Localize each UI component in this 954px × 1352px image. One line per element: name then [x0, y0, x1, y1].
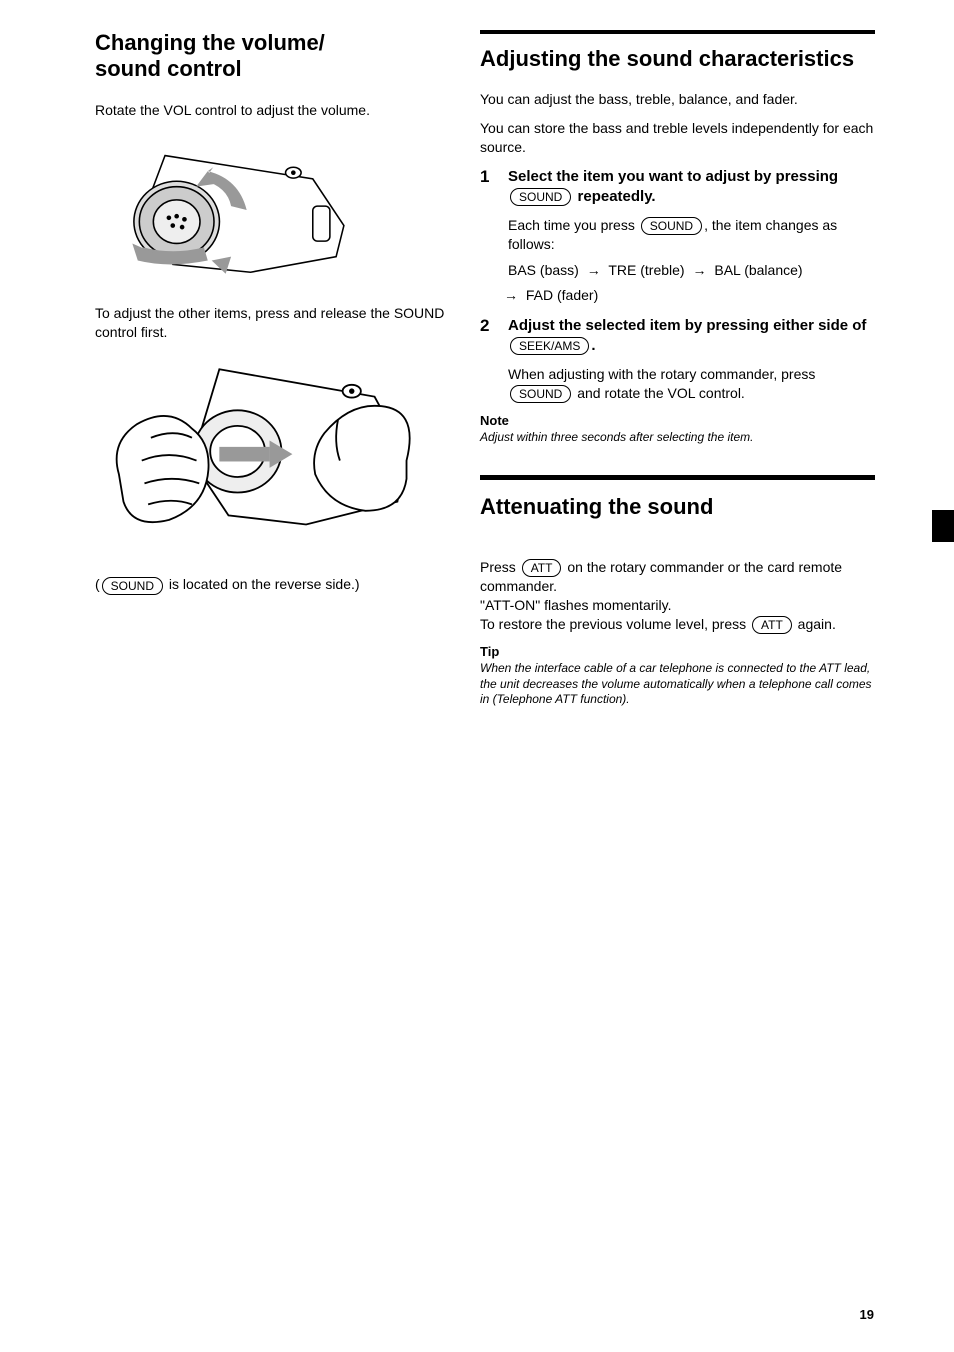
- tip-text: When the interface cable of a car teleph…: [480, 661, 875, 708]
- step-2: 2 Adjust the selected item by pressing e…: [480, 316, 875, 357]
- left-sound-intro: To adjust the other items, press and rel…: [95, 305, 444, 340]
- sound-button-step2: SOUND: [510, 385, 571, 403]
- att-body-c: again.: [794, 616, 836, 632]
- att-body-a: Press: [480, 559, 520, 575]
- left-column: Changing the volume/ sound control Rotat…: [95, 30, 460, 595]
- arrow-icon: →: [587, 262, 601, 278]
- step-2-num: 2: [480, 316, 508, 336]
- left-body-2: To adjust the other items, press and rel…: [95, 304, 460, 342]
- side-tab: [932, 510, 954, 542]
- att-button-2: ATT: [752, 616, 792, 634]
- caption-sound-reverse: (SOUND is located on the reverse side.): [95, 575, 460, 595]
- flow-item-1: TRE (treble): [608, 262, 684, 278]
- attenuate-title: Attenuating the sound: [480, 494, 875, 520]
- section-rule-2: [480, 475, 875, 480]
- tip-heading: Tip: [480, 644, 875, 659]
- section-rule-1: [480, 30, 875, 34]
- caption-rest: is located on the reverse side.): [165, 576, 360, 592]
- step-1-text-a: Select the item you want to adjust by pr…: [508, 168, 838, 185]
- step-1: 1 Select the item you want to adjust by …: [480, 167, 875, 208]
- flow-item-3: FAD (fader): [526, 287, 598, 303]
- step-1-sub: Each time you press SOUND, the item chan…: [508, 216, 875, 254]
- note-text: Adjust within three seconds after select…: [480, 430, 875, 446]
- sound-button-label: SOUND: [102, 577, 163, 595]
- balance-title: Adjusting the sound characteristics: [480, 46, 875, 72]
- step-2-text: Adjust the selected item by pressing eit…: [508, 316, 875, 357]
- sound-button-step1b: SOUND: [641, 217, 702, 235]
- flow-item-0: BAS (bass): [508, 262, 579, 278]
- caption-open: (: [95, 576, 100, 592]
- balance-body-1: You can adjust the bass, treble, balance…: [480, 90, 875, 109]
- note-heading: Note: [480, 413, 875, 428]
- illustration-rotate: [95, 130, 460, 290]
- step-1-text-b: repeatedly.: [573, 188, 655, 205]
- left-heading: Changing the volume/ sound control: [95, 30, 460, 83]
- note-block: Note Adjust within three seconds after s…: [480, 413, 875, 446]
- balance-body-2: You can store the bass and treble levels…: [480, 119, 875, 157]
- arrow-icon: →: [692, 262, 706, 278]
- illustration-press: [95, 351, 460, 561]
- step2-sub-b: and rotate the VOL control.: [573, 385, 744, 401]
- step-2-sub: When adjusting with the rotary commander…: [508, 365, 875, 403]
- flow-sequence: BAS (bass) → TRE (treble) → BAL (balance…: [508, 258, 875, 308]
- right-column: Adjusting the sound characteristics You …: [480, 30, 875, 708]
- step2-text-a: Adjust the selected item by pressing eit…: [508, 317, 866, 334]
- step1-sub-a: Each time you press: [508, 217, 639, 233]
- step-1-text: Select the item you want to adjust by pr…: [508, 167, 875, 208]
- att-button-1: ATT: [522, 559, 562, 577]
- left-body-1: Rotate the VOL control to adjust the vol…: [95, 101, 460, 120]
- tip-block: Tip When the interface cable of a car te…: [480, 644, 875, 708]
- step2-sub-a: When adjusting with the rotary commander…: [508, 366, 815, 382]
- step2-text-b: .: [591, 337, 595, 354]
- page-number: 19: [860, 1307, 874, 1322]
- flow-item-2: BAL (balance): [714, 262, 802, 278]
- sound-button-step1: SOUND: [510, 188, 571, 206]
- seekams-button: SEEK/AMS: [510, 337, 589, 355]
- arrow-icon: →: [504, 287, 518, 303]
- attenuate-body: Press ATT on the rotary commander or the…: [480, 539, 875, 634]
- step-1-num: 1: [480, 167, 508, 187]
